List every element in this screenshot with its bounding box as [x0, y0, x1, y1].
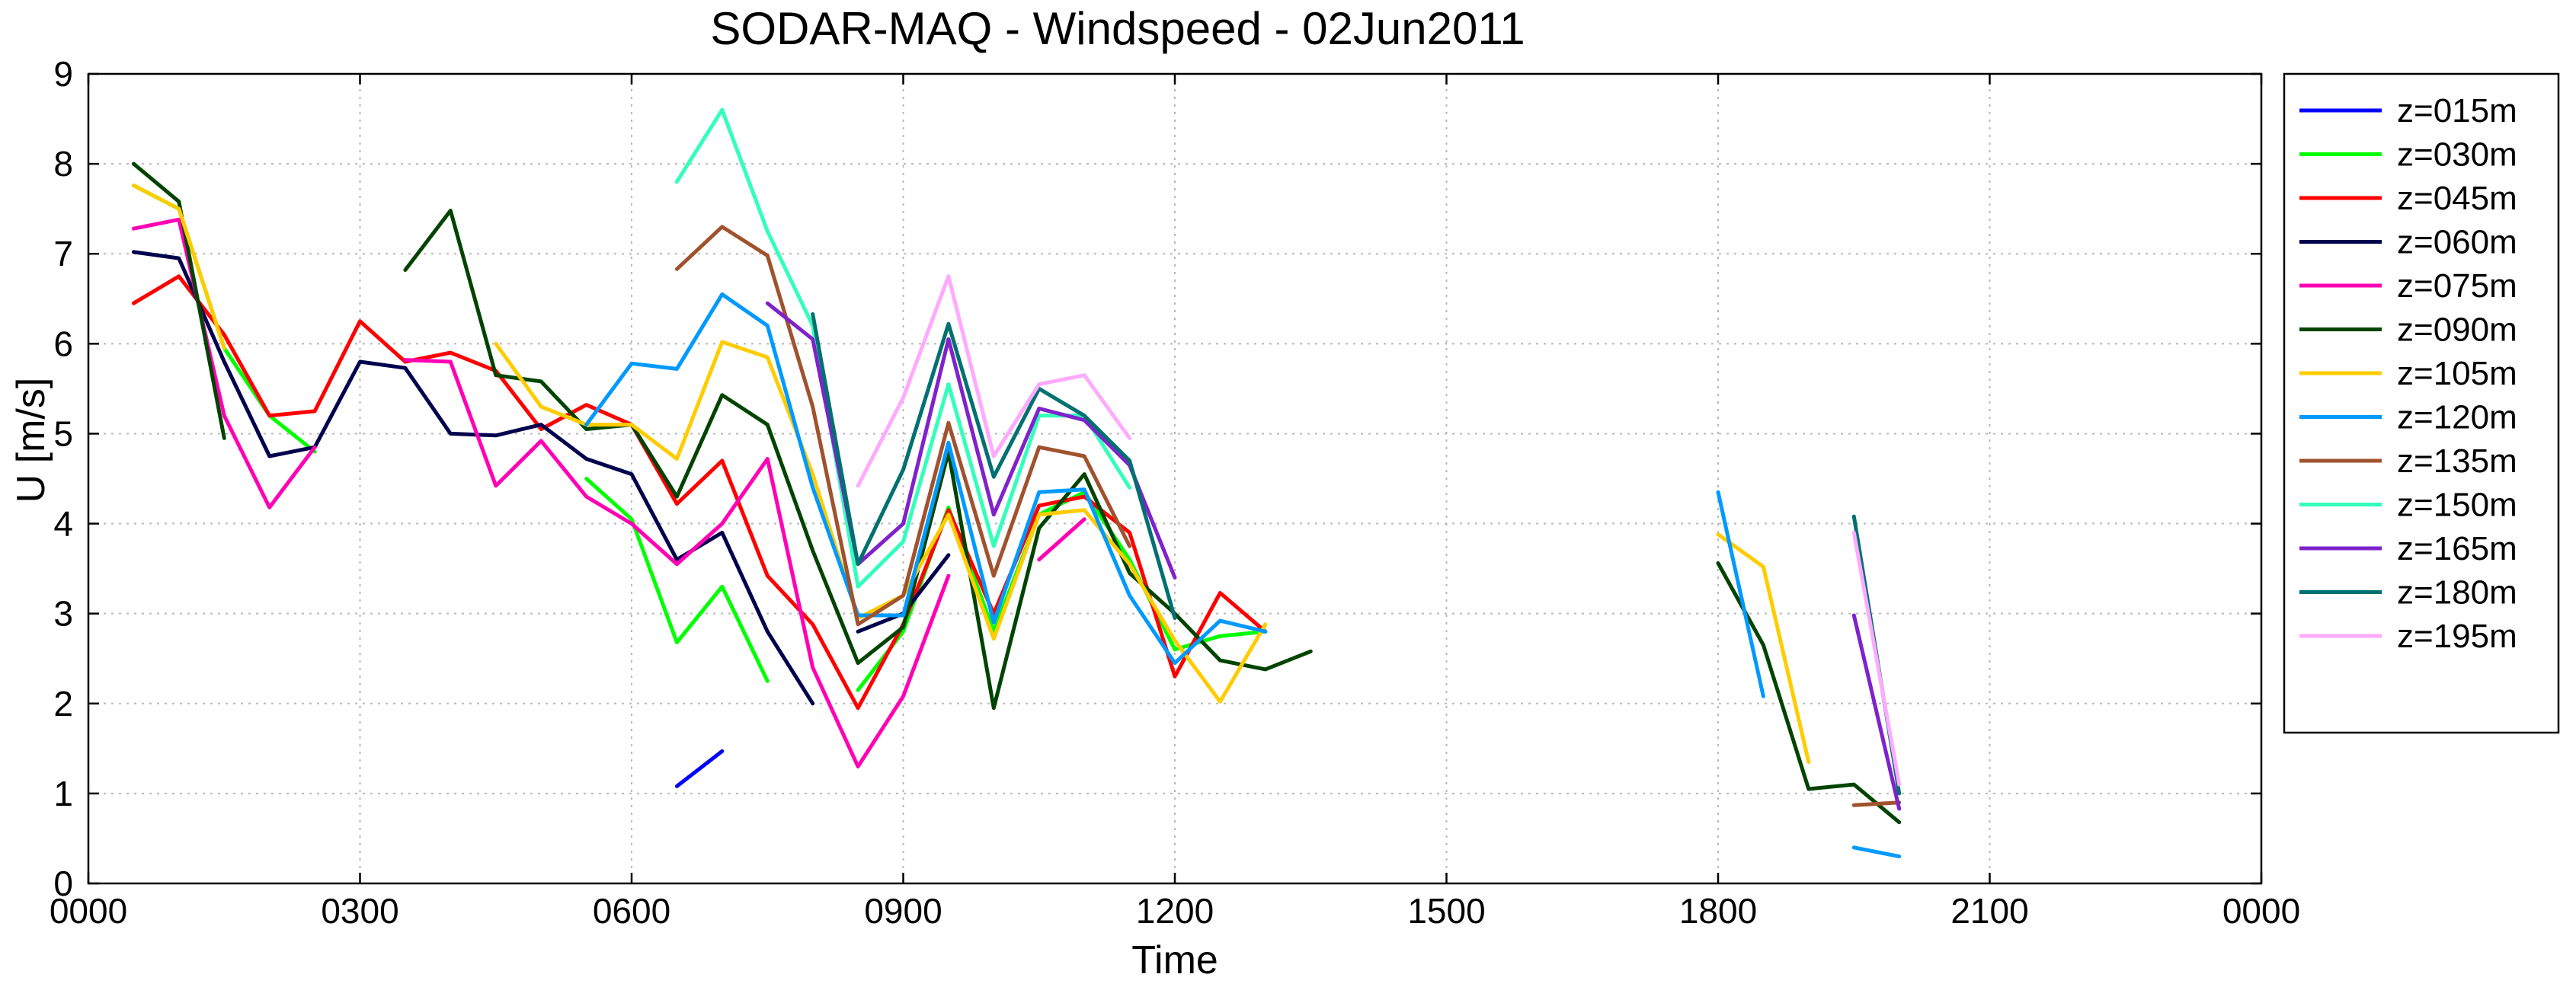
series-line-z-045m	[131, 274, 1268, 711]
y-tick-label: 2	[53, 684, 73, 723]
x-tick-label: 0900	[864, 891, 942, 931]
series-line-z-090m	[131, 161, 226, 440]
x-tick-label: 0000	[2222, 891, 2300, 931]
legend-item-z-090m: z=090m	[2299, 311, 2517, 349]
x-tick-label: 0300	[321, 891, 398, 931]
x-tick-label: 2100	[1950, 891, 2028, 931]
legend-label: z=105m	[2397, 355, 2517, 392]
series-z-135m	[674, 225, 1902, 807]
y-tick-label: 3	[53, 594, 73, 634]
y-axis-label: U [m/s]	[9, 378, 53, 503]
gridlines	[88, 73, 2262, 884]
series-line-z-105m	[1716, 532, 1811, 764]
series-line-z-120m	[1851, 845, 1902, 859]
x-tick-label: 1800	[1679, 891, 1757, 931]
series-line-z-015m	[674, 749, 725, 788]
series-line-z-105m	[131, 184, 226, 350]
series-line-z-060m	[131, 250, 815, 706]
series-z-195m	[856, 274, 1902, 787]
series-line-z-075m	[1037, 517, 1086, 562]
x-tick-label: 0000	[50, 891, 127, 931]
legend-item-z-060m: z=060m	[2299, 224, 2517, 261]
series-z-120m	[584, 292, 1902, 859]
series-z-015m	[674, 749, 725, 788]
series-line-z-135m	[1851, 800, 1902, 807]
series-line-z-150m	[674, 107, 1132, 589]
x-tick-label: 0600	[593, 891, 670, 931]
series-line-z-165m	[1851, 613, 1902, 811]
x-tick-label: 1500	[1407, 891, 1485, 931]
legend-label: z=015m	[2397, 92, 2517, 129]
legend-box	[2283, 72, 2560, 734]
series-line-z-195m	[856, 274, 1132, 488]
legend-item-z-015m: z=015m	[2299, 92, 2517, 129]
series-line-z-105m	[494, 340, 1268, 704]
legend-label: z=120m	[2397, 399, 2517, 436]
series-line-z-090m	[403, 209, 1313, 711]
y-tick-label: 1	[53, 774, 73, 813]
chart-title: SODAR-MAQ - Windspeed - 02Jun2011	[710, 3, 1525, 54]
series-z-105m	[131, 184, 1811, 764]
series-line-z-180m	[811, 311, 1177, 621]
legend-item-z-165m: z=165m	[2299, 530, 2517, 567]
series-lines	[131, 107, 1902, 859]
series-line-z-075m	[131, 217, 317, 509]
y-tick-label: 9	[53, 54, 73, 94]
legend-item-z-075m: z=075m	[2299, 267, 2517, 305]
legend-label: z=150m	[2397, 487, 2517, 524]
legend-item-z-195m: z=195m	[2299, 618, 2517, 655]
series-line-z-195m	[1851, 530, 1902, 787]
y-tick-label: 5	[53, 414, 73, 453]
x-axis-tick-labels: 0000 0300 0600 0900 1200 1500 1800 2100 0000	[50, 891, 2300, 931]
y-tick-label: 6	[53, 324, 73, 363]
legend-label: z=075m	[2397, 267, 2517, 305]
legend-item-z-105m: z=105m	[2299, 355, 2517, 392]
series-z-045m	[131, 274, 1268, 711]
legend-label: z=060m	[2397, 224, 2517, 261]
legend-label: z=165m	[2397, 530, 2517, 567]
series-z-150m	[674, 107, 1132, 589]
legend-label: z=135m	[2397, 442, 2517, 480]
y-tick-label: 0	[53, 864, 73, 903]
legend-item-z-120m: z=120m	[2299, 399, 2517, 436]
x-axis-label: Time	[1131, 938, 1218, 982]
legend-label: z=090m	[2397, 311, 2517, 349]
legend-item-z-045m: z=045m	[2299, 180, 2517, 217]
legend-item-z-180m: z=180m	[2299, 574, 2517, 612]
axis-ticks	[87, 72, 2263, 885]
series-line-z-075m	[403, 358, 951, 768]
series-line-z-135m	[674, 225, 1132, 627]
y-tick-label: 4	[53, 504, 73, 544]
x-tick-label: 1200	[1136, 891, 1214, 931]
series-z-165m	[765, 301, 1902, 811]
series-line-z-120m	[1716, 490, 1765, 698]
y-tick-label: 7	[53, 234, 73, 273]
series-z-075m	[131, 217, 1086, 768]
y-tick-label: 8	[53, 144, 73, 184]
legend-label: z=030m	[2397, 136, 2517, 174]
series-line-z-120m	[584, 292, 1268, 666]
legend-label: z=045m	[2397, 180, 2517, 217]
legend-label: z=180m	[2397, 574, 2517, 612]
legend-item-z-030m: z=030m	[2299, 136, 2517, 174]
series-line-z-165m	[765, 301, 1177, 580]
legend: z=015m z=030m z=045m z=060m z=075m z=090m z=10…	[2283, 72, 2560, 734]
series-line-z-030m	[584, 477, 770, 683]
y-axis-tick-labels: 0 1 2 3 4 5 6 7 8 9	[53, 54, 73, 903]
legend-item-z-135m: z=135m	[2299, 442, 2517, 480]
series-line-z-090m	[1716, 561, 1902, 825]
legend-label: z=195m	[2397, 618, 2517, 655]
series-z-090m	[131, 161, 1902, 825]
series-z-030m	[131, 184, 1268, 692]
legend-item-z-150m: z=150m	[2299, 487, 2517, 524]
